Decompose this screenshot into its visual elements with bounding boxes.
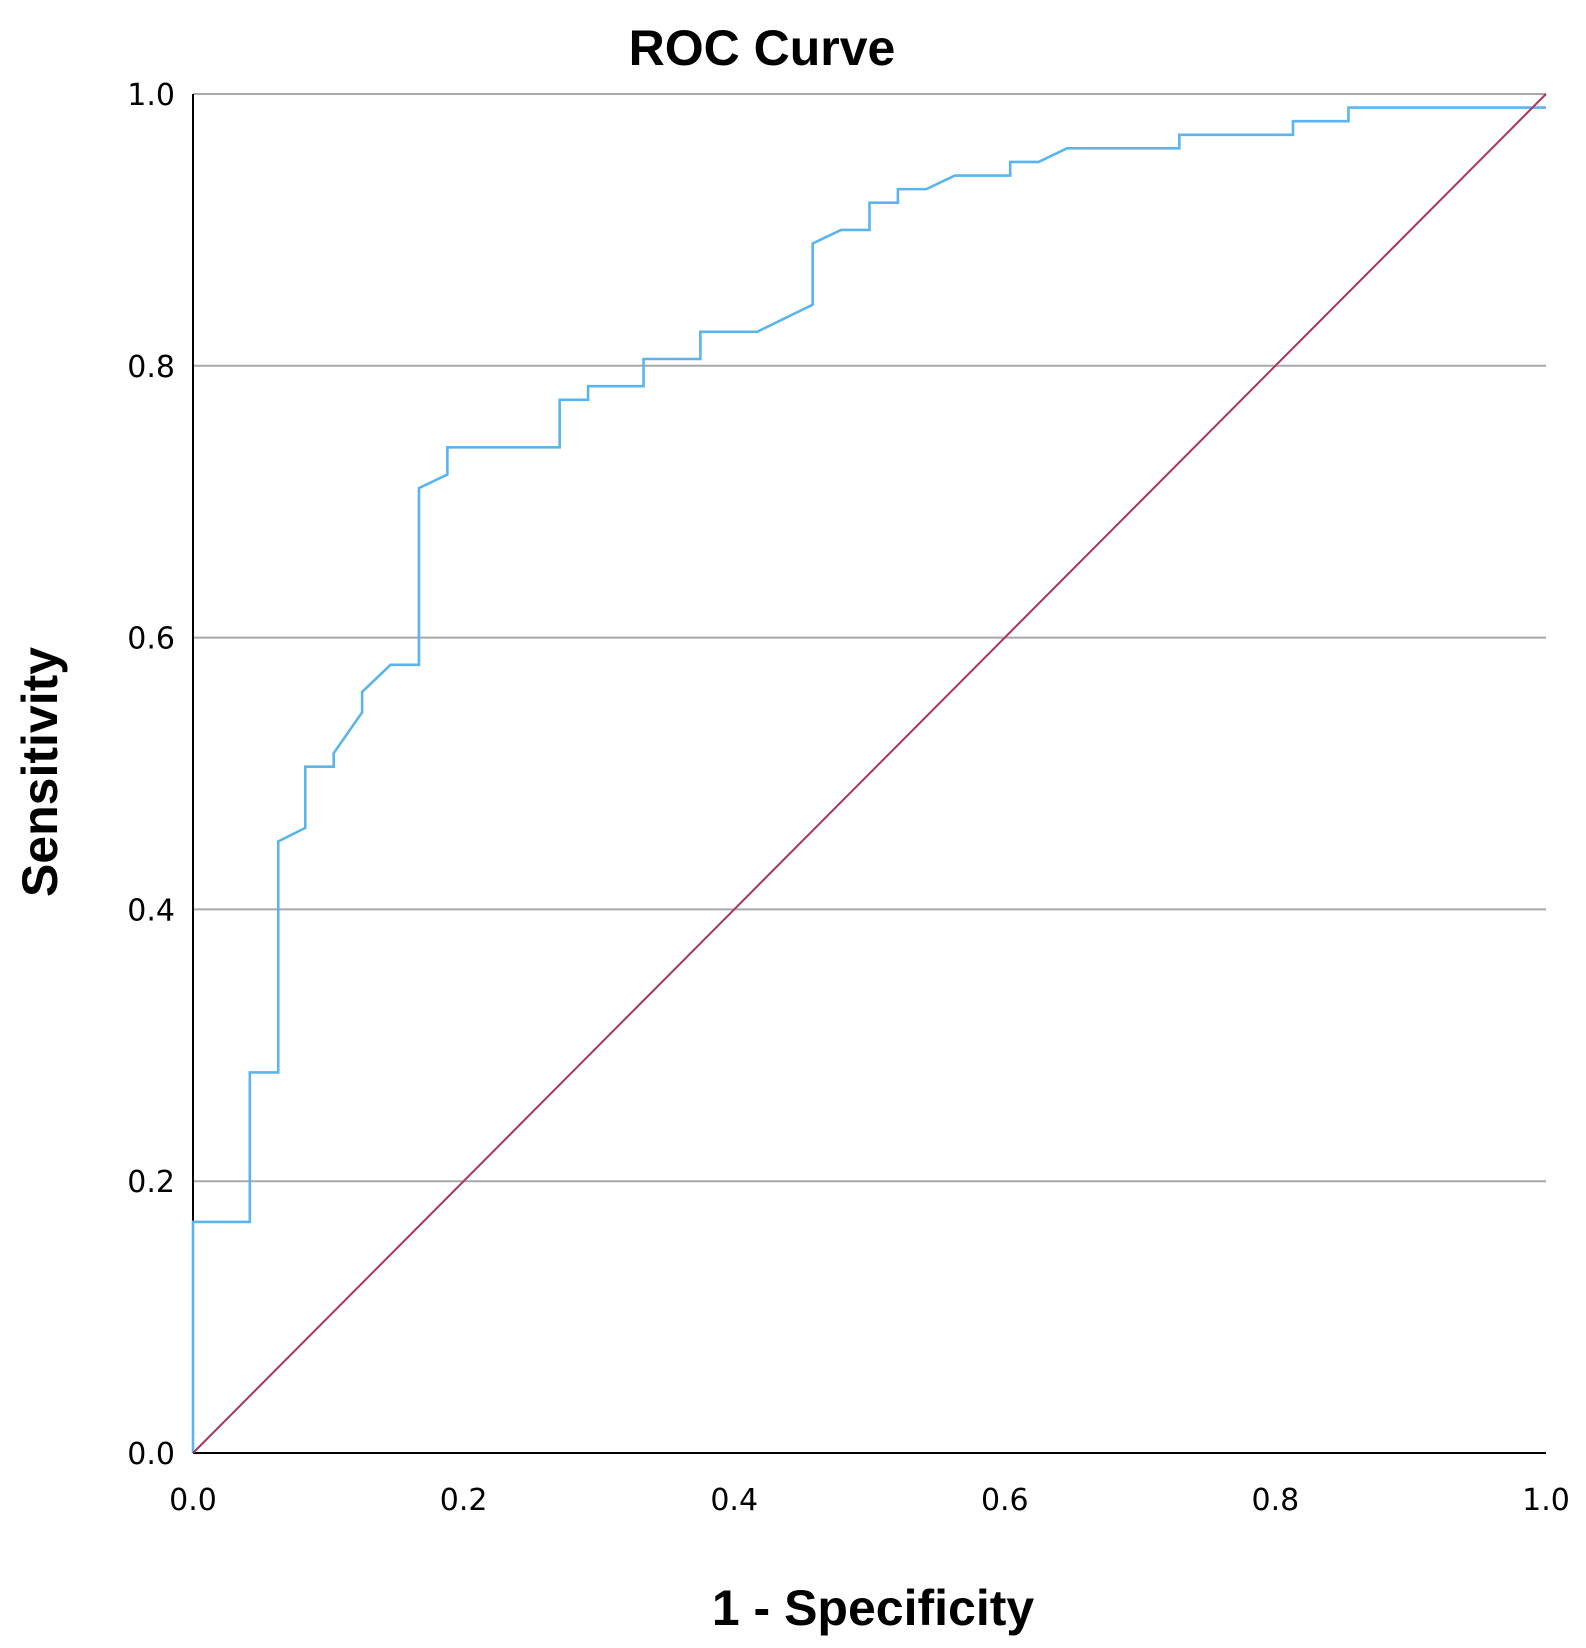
y-tick-labels: 0.0 0.2 0.4 0.6 0.8 1.0 [127, 78, 175, 1472]
x-tick-label: 0.8 [1252, 1483, 1300, 1518]
roc-curve-line [191, 106, 1546, 1453]
chart-title: ROC Curve [629, 20, 896, 76]
y-tick-label: 1.0 [127, 78, 175, 113]
y-axis-label: Sensitivity [12, 647, 68, 897]
series [191, 93, 1547, 1454]
x-tick-label: 0.2 [440, 1483, 488, 1518]
reference-diagonal-line [192, 93, 1547, 1454]
y-tick-label: 0.8 [127, 350, 175, 385]
x-tick-labels: 0.0 0.2 0.4 0.6 0.8 1.0 [169, 1483, 1570, 1518]
x-tick-label: 1.0 [1522, 1483, 1570, 1518]
y-tick-label: 0.2 [127, 1165, 175, 1200]
x-tick-label: 0.6 [981, 1483, 1029, 1518]
x-axis-label: 1 - Specificity [712, 1580, 1035, 1636]
x-tick-label: 0.4 [710, 1483, 758, 1518]
y-tick-label: 0.6 [127, 622, 175, 657]
y-tick-label: 0.0 [127, 1437, 175, 1472]
y-tick-label: 0.4 [127, 893, 175, 928]
x-tick-label: 0.0 [169, 1483, 217, 1518]
